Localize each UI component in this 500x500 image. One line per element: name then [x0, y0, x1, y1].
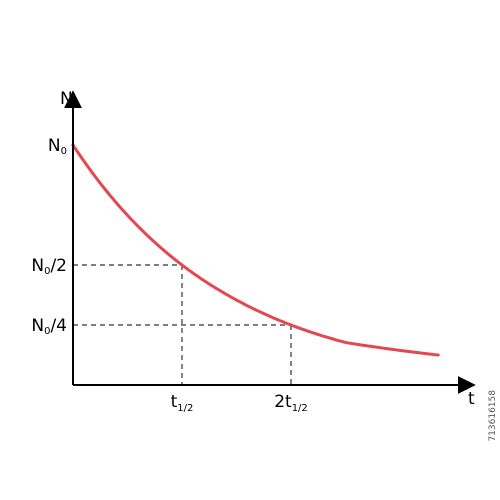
y-tick-label-1: N0	[48, 136, 67, 157]
stock-id-label: 713616158	[488, 390, 498, 442]
x-tick-label-2: 2t1/2	[274, 392, 308, 414]
decay-curve	[71, 143, 440, 357]
y-tick-label-3: N0/4	[31, 316, 67, 337]
x-tick-label-1: t1/2	[171, 392, 194, 414]
y-axis-label: N	[60, 89, 73, 109]
x-axis-label: t	[468, 389, 475, 409]
y-tick-label-2: N0/2	[31, 256, 67, 277]
